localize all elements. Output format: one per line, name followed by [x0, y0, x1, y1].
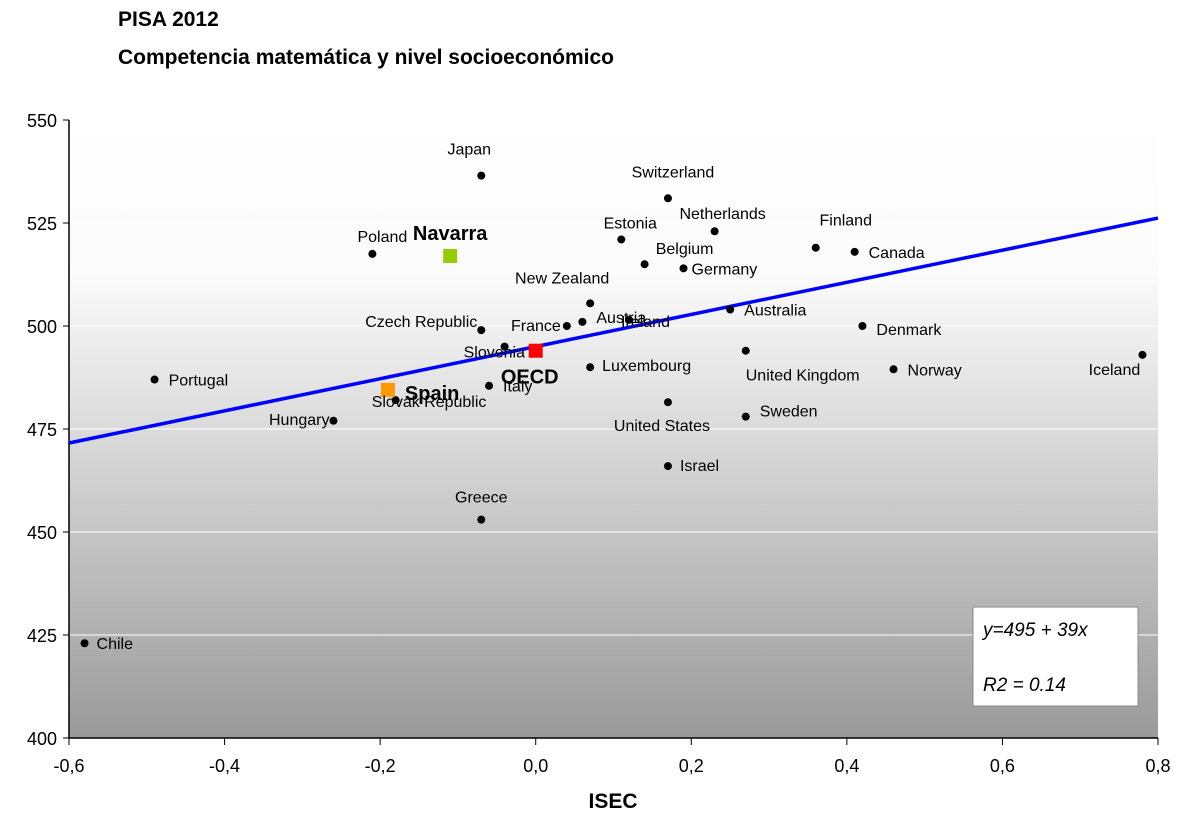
point-sweden [741, 412, 750, 421]
point-label: Estonia [604, 215, 657, 232]
point-label: Switzerland [632, 164, 715, 181]
point-label: Czech Republic [365, 314, 477, 331]
point-label: Slovak Republic [372, 394, 487, 411]
y-tick-label: 500 [27, 317, 57, 337]
point-label: Luxembourg [602, 358, 691, 375]
point-luxembourg [586, 363, 595, 372]
y-tick-label: 475 [27, 420, 57, 440]
point-germany [679, 264, 688, 273]
point-finland [811, 243, 820, 252]
point-czech-republic [477, 326, 486, 335]
ticks: 400 425 450 475 500 525 550 -0,6 -0,4 -0,2 0,0 0,2 0… [27, 111, 1171, 776]
y-tick-label: 550 [27, 111, 57, 131]
point-label: Ireland [621, 314, 670, 331]
r2-text: R2 = 0.14 [983, 675, 1066, 696]
marker-oecd [528, 343, 543, 358]
point-label: Belgium [656, 241, 714, 258]
point-greece [477, 515, 486, 524]
point-label: Poland [357, 229, 407, 246]
point-label: OECD [501, 367, 559, 389]
point-new-zealand [586, 299, 595, 308]
point-label: Hungary [269, 412, 329, 429]
point-norway [889, 365, 898, 374]
point-iceland [1138, 350, 1147, 359]
point-label: Denmark [876, 322, 942, 339]
point-canada [850, 247, 859, 256]
point-israel [663, 462, 672, 471]
x-tick-label: 0,0 [523, 756, 548, 776]
point-label: Greece [455, 490, 508, 507]
y-tick-label: 450 [27, 523, 57, 543]
y-tick-label: 525 [27, 214, 57, 234]
point-united-states [663, 398, 672, 407]
point-label: Finland [820, 213, 872, 230]
point-belgium [640, 260, 649, 269]
point-label: Italy [503, 379, 532, 396]
point-label: Portugal [169, 373, 229, 390]
point-label: France [511, 318, 561, 335]
point-label: Canada [869, 245, 925, 262]
trend-line [68, 216, 1159, 445]
gridlines [69, 119, 1158, 636]
point-label: United States [614, 418, 710, 435]
x-tick-label: 0,2 [679, 756, 704, 776]
point-label: United Kingdom [746, 368, 860, 385]
point-label: Slovenia [464, 345, 525, 362]
point-label: Australia [744, 303, 806, 320]
point-label: New Zealand [515, 270, 609, 287]
point-portugal [150, 375, 159, 384]
marker-spain [380, 382, 395, 397]
point-label: Israel [680, 458, 719, 475]
point-label: Germany [692, 261, 758, 278]
point-estonia [617, 235, 626, 244]
point-hungary [329, 416, 338, 425]
x-tick-label: 0,6 [990, 756, 1015, 776]
point-switzerland [663, 194, 672, 203]
point-label: Netherlands [679, 206, 765, 223]
marker-navarra [443, 248, 458, 263]
point-labels: Japan Switzerland Netherlands Finland Canada… [97, 142, 1141, 654]
point-slovak-republic [391, 396, 400, 405]
point-slovenia [500, 342, 509, 351]
point-netherlands [710, 227, 719, 236]
point-denmark [858, 322, 867, 330]
point-label: Japan [447, 142, 491, 159]
point-label: Sweden [760, 404, 818, 421]
equation-text: y=495 + 39x [981, 620, 1089, 641]
point-australia [726, 305, 735, 314]
point-japan [477, 171, 486, 180]
equation-box: y=495 + 39x R2 = 0.14 [972, 606, 1139, 707]
x-axis-label: ISEC [588, 790, 637, 813]
chart-subtitle: Competencia matemática y nivel socioecon… [118, 46, 615, 69]
point-label: Chile [97, 636, 134, 653]
y-tick-label: 400 [27, 729, 57, 749]
x-tick-label: -0,2 [365, 756, 396, 776]
point-france [562, 322, 571, 330]
point-label: Austria [596, 310, 646, 327]
point-chile [80, 639, 89, 648]
x-tick-label: 0,8 [1145, 756, 1170, 776]
data-points [80, 171, 1147, 648]
x-tick-label: -0,4 [209, 756, 240, 776]
trendline [68, 216, 1159, 445]
point-label: Navarra [413, 223, 488, 245]
chart-title: PISA 2012 [118, 8, 219, 31]
y-tick-label: 425 [27, 626, 57, 646]
point-label: Spain [405, 383, 459, 405]
point-label: Norway [908, 362, 962, 379]
x-tick-label: -0,6 [53, 756, 84, 776]
point-ireland [625, 315, 634, 324]
point-united-kingdom [741, 346, 750, 355]
point-label: Iceland [1089, 362, 1141, 379]
point-italy [485, 381, 494, 390]
point-austria [578, 317, 587, 326]
point-poland [368, 249, 377, 258]
x-tick-label: 0,4 [834, 756, 859, 776]
